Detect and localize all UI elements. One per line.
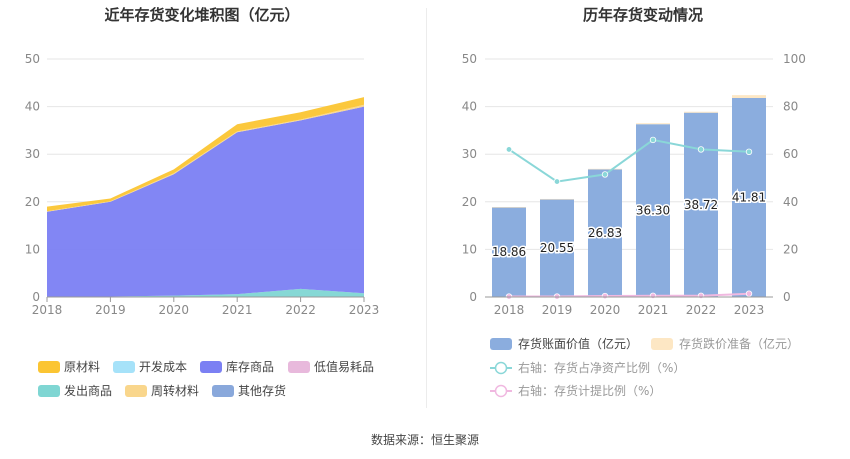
left-y-tick-label: 0 [32,290,40,304]
legend-label-line2: 右轴：存货计提比例（%） [518,383,661,398]
legend-label-reserve: 存货跌价准备（亿元） [679,336,799,351]
right-x-tick-label: 2018 [494,303,525,317]
data-source-label: 数据来源：恒生聚源 [370,433,479,447]
legend-swatch-inventory-value [490,338,512,350]
line1-point [649,136,657,144]
legend-label-line1: 右轴：存货占净资产比例（%） [518,360,685,375]
left-y-tick-label: 50 [25,52,40,66]
legend-swatch-raw [38,361,60,373]
right-y2-tick-label: 0 [783,290,791,304]
bar-data-label: 41.81 [732,190,766,204]
bar-inventory-value [684,112,718,297]
right-x-tick-label: 2022 [686,303,717,317]
bar-impairment-reserve [732,95,766,98]
left-y-tick-label: 20 [25,195,40,209]
line1-point [697,146,705,153]
right-y-tick-label: 40 [462,100,477,114]
bar-impairment-reserve [540,198,574,200]
legend-label-finished: 库存商品 [226,359,274,374]
bar-data-label: 20.55 [540,241,574,255]
legend-swatch-other [212,385,234,397]
left-x-tick-label: 2020 [159,303,190,317]
left-y-tick-label: 40 [25,100,40,114]
chart-canvas: 近年存货变化堆积图（亿元） 历年存货变动情况 0 10 20 30 40 50 2018 2… [25,6,806,398]
legend-label-raw: 原材料 [64,360,100,374]
area-shipped [47,288,364,297]
left-y-tick-label: 10 [25,242,40,256]
right-x-tick-label: 2021 [638,303,669,317]
bar-inventory-value [588,169,622,297]
bar-data-label: 36.30 [636,204,670,218]
bar-impairment-reserve [684,111,718,113]
left-y-tick-label: 30 [25,147,40,161]
bar-impairment-reserve [492,206,526,208]
legend-label-other: 其他存货 [238,383,286,398]
legend-label-turnover: 周转材料 [151,383,199,398]
legend-marker-line2 [494,384,508,398]
legend-label-inventory-value: 存货账面价值（亿元） [518,336,638,351]
line1-point [553,178,561,185]
right-y2-tick-label: 80 [783,100,798,114]
left-x-tick-label: 2023 [349,303,380,317]
right-y2-tick-label: 100 [783,52,806,66]
right-y-tick-label: 10 [462,242,477,256]
area-finished [47,106,364,297]
right-y-tick-label: 50 [462,52,477,66]
legend-swatch-shipped [38,385,60,397]
left-chart-title: 近年存货变化堆积图（亿元） [104,6,299,24]
bar-inventory-value [540,199,574,297]
right-x-tick-label: 2023 [734,303,765,317]
right-y2-tick-label: 40 [783,195,798,209]
bar-impairment-reserve [588,168,622,170]
legend-label-consumables: 低值易耗品 [314,359,374,374]
area-raw [47,97,364,212]
right-y-tick-label: 0 [469,290,477,304]
line2-point [697,292,705,300]
right-y-tick-label: 20 [462,195,477,209]
right-x-tick-label: 2019 [542,303,573,317]
line1-point [745,148,753,156]
line1-series-line [508,138,750,183]
legend-swatch-turnover [125,385,147,397]
line1-point [601,171,609,178]
right-y2-tick-label: 20 [783,242,798,256]
line1-point [505,146,513,153]
right-y2-tick-label: 60 [783,147,798,161]
left-x-tick-label: 2022 [285,303,316,317]
right-x-tick-label: 2020 [590,303,621,317]
legend-swatch-wip [113,361,135,373]
legend-swatch-consumables [288,361,310,373]
bar-inventory-value [492,207,526,297]
legend-swatch-reserve [651,338,673,350]
panel-divider [426,8,427,408]
bar-inventory-value [732,97,766,297]
right-y-tick-label: 30 [462,147,477,161]
bar-impairment-reserve [636,123,670,125]
legend-swatch-finished [200,361,222,373]
bar-data-label: 18.86 [492,245,526,259]
legend-label-shipped: 发出商品 [64,383,112,398]
left-x-tick-label: 2018 [32,303,63,317]
legend-marker-line1 [494,361,508,375]
bar-data-label: 26.83 [588,226,622,240]
bar-inventory-value [636,124,670,297]
left-x-tick-label: 2021 [222,303,253,317]
line2-point [601,292,609,300]
legend-label-wip: 开发成本 [139,359,187,374]
right-chart-title: 历年存货变动情况 [583,6,703,24]
line2-point [745,290,753,297]
line2-point [649,292,657,300]
bar-data-label: 38.72 [684,198,718,212]
left-x-tick-label: 2019 [95,303,126,317]
